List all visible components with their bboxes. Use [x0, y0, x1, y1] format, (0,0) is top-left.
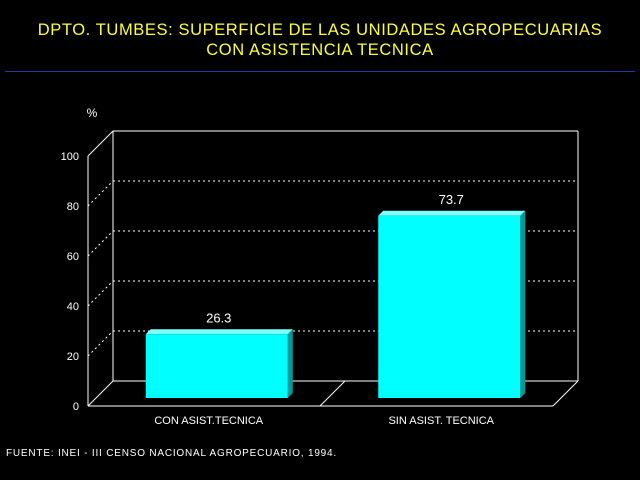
bars: 26.3 73.7	[145, 192, 526, 398]
bar-side-1	[287, 329, 293, 398]
y-tick-labels: 0 20 40 60 80 100	[61, 151, 79, 413]
bar-side-2	[520, 210, 526, 398]
chart-title: DPTO. TUMBES: SUPERFICIE DE LAS UNIDADES…	[0, 20, 640, 60]
source-note: FUENTE: INEI - III CENSO NACIONAL AGROPE…	[6, 448, 337, 459]
title-divider	[5, 71, 635, 72]
y-tick-label-100: 100	[61, 151, 79, 163]
wall-top-left-edge	[87, 130, 114, 157]
bar-2	[378, 215, 521, 398]
y-tick-label-0: 0	[73, 401, 79, 413]
gridline-side-80	[87, 180, 114, 207]
y-tick-label-60: 60	[67, 251, 79, 263]
data-label-2: 73.7	[439, 192, 464, 207]
y-tick-label-80: 80	[67, 201, 79, 213]
floor-right-edge	[552, 380, 579, 407]
gridline-side-60	[87, 230, 114, 257]
data-label-1: 26.3	[206, 310, 231, 325]
category-divider	[319, 380, 346, 407]
y-axis-label: %	[87, 106, 98, 120]
bar-1	[145, 334, 288, 398]
y-tick-label-40: 40	[67, 301, 79, 313]
category-label-1: CON ASIST.TECNICA	[154, 415, 263, 427]
gridline-side-40	[87, 280, 114, 307]
y-tick-label-20: 20	[67, 351, 79, 363]
floor-left-edge	[87, 380, 114, 407]
bar-top-1	[145, 329, 293, 335]
category-label-2: SIN ASIST. TECNICA	[388, 415, 494, 427]
category-labels: CON ASIST.TECNICA SIN ASIST. TECNICA	[154, 415, 494, 427]
chart-title-line-1: DPTO. TUMBES: SUPERFICIE DE LAS UNIDADES…	[37, 21, 603, 39]
bar-top-2	[378, 210, 526, 216]
gridline-side-20	[87, 330, 114, 357]
gridlines	[87, 180, 578, 357]
chart-title-line-2: CON ASISTENCIA TECNICA	[206, 41, 434, 59]
chart-frame	[87, 130, 579, 407]
